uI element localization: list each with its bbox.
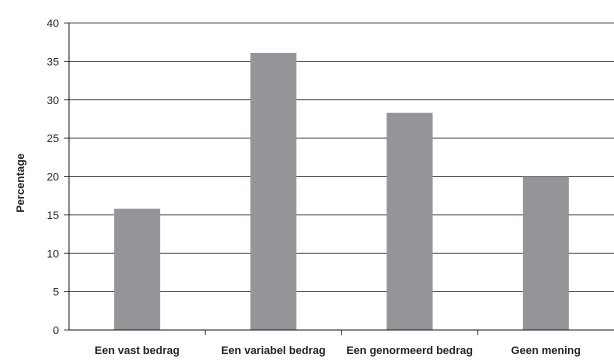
x-category-label: Een variabel bedrag bbox=[221, 345, 326, 357]
y-tick-label: 20 bbox=[47, 172, 59, 184]
y-tick-labels: 0 5 10 15 20 25 30 35 40 bbox=[47, 18, 59, 337]
axes bbox=[68, 23, 614, 335]
x-category-label: Een genormeerd bedrag bbox=[346, 345, 473, 357]
x-category-labels: Een vast bedrag Een variabel bedrag Een ge… bbox=[95, 345, 581, 357]
x-category-label: Geen mening bbox=[511, 345, 581, 357]
y-tick-label: 10 bbox=[47, 248, 59, 260]
x-category-label: Een vast bedrag bbox=[95, 345, 180, 357]
y-tick-label: 5 bbox=[53, 287, 59, 299]
y-tick-label: 0 bbox=[53, 325, 59, 337]
bar bbox=[386, 112, 433, 330]
y-axis-label: Percentage bbox=[15, 153, 27, 212]
y-tick-label: 35 bbox=[47, 56, 59, 68]
y-tick-label: 15 bbox=[47, 210, 59, 222]
bar bbox=[522, 176, 569, 330]
y-tick-label: 30 bbox=[47, 95, 59, 107]
bars bbox=[114, 52, 569, 331]
y-tick-label: 40 bbox=[47, 18, 59, 30]
y-tick-label: 25 bbox=[47, 133, 59, 145]
bar bbox=[114, 208, 161, 330]
bar bbox=[250, 52, 297, 331]
